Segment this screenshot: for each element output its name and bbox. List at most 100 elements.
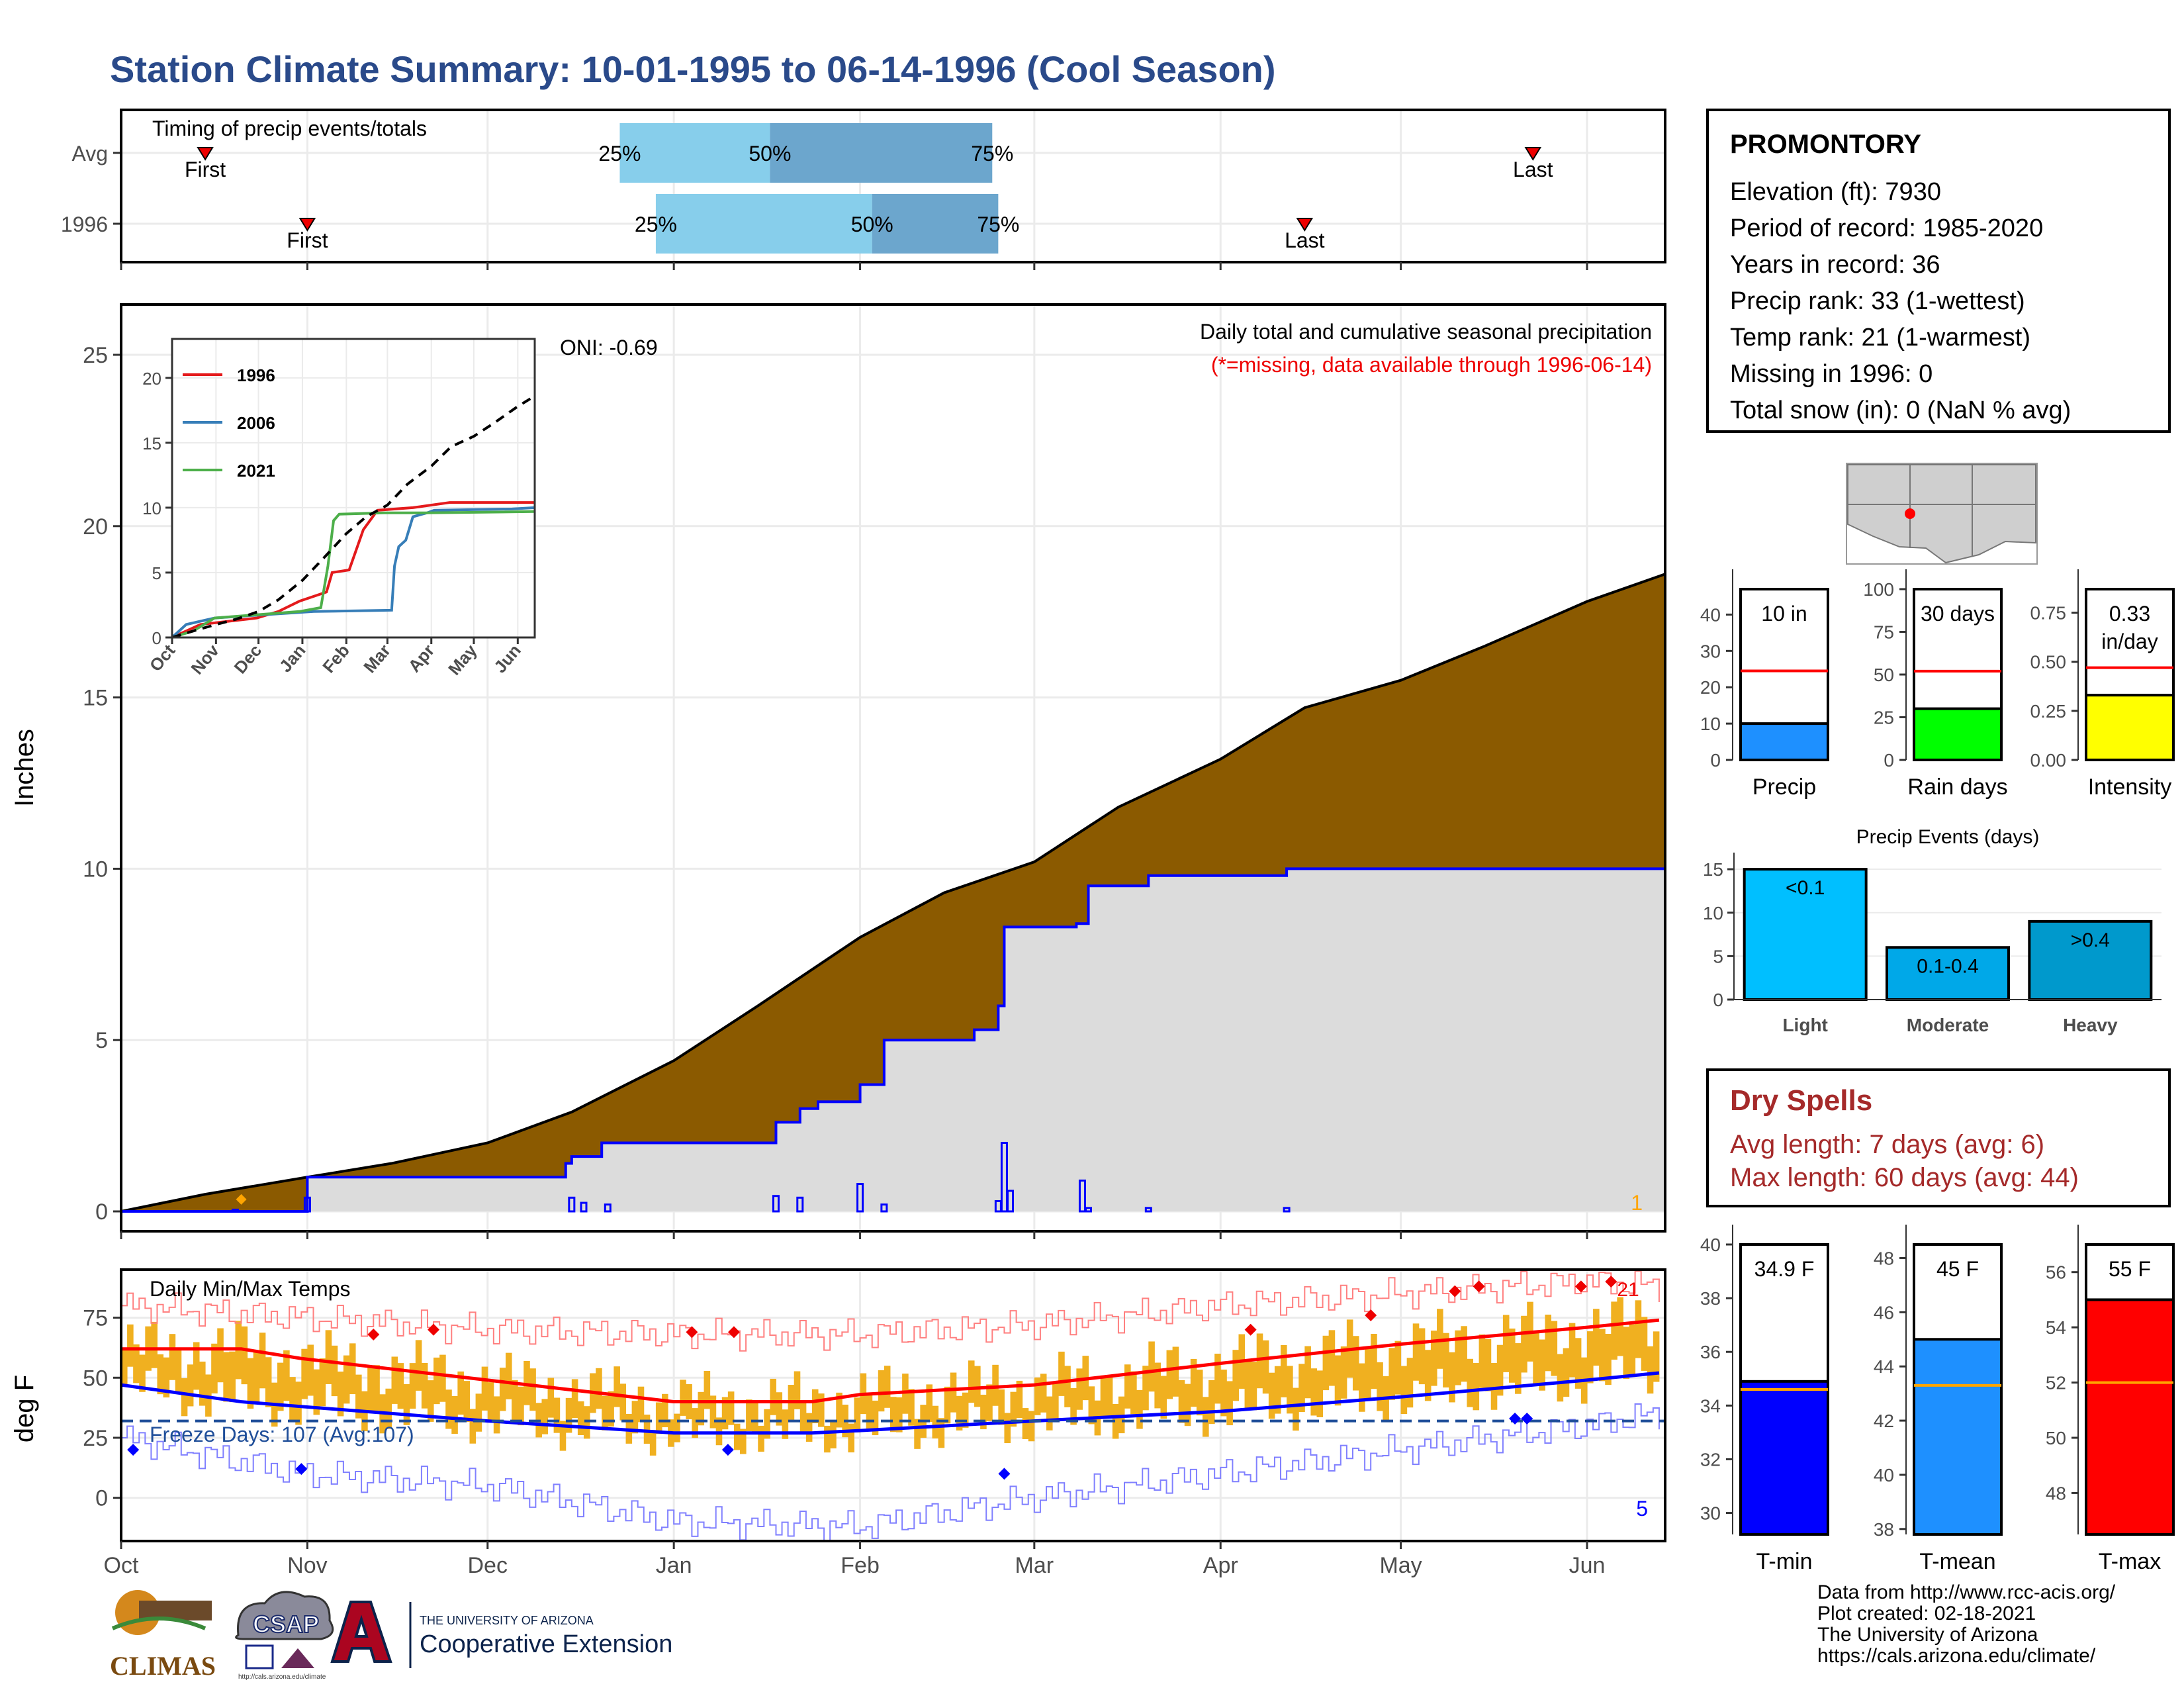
station-snow: Total snow (in): 0 (NaN % avg) xyxy=(1730,397,2071,424)
daily-temp-bar xyxy=(475,1393,482,1432)
daily-temp-bar xyxy=(457,1371,464,1415)
daily-temp-bar xyxy=(1040,1374,1047,1413)
daily-temp-bar xyxy=(1406,1358,1414,1408)
daily-temp-bar xyxy=(265,1357,272,1407)
precip-ytick-label: 0 xyxy=(95,1199,108,1225)
intensity-box-ytick-label: 0.25 xyxy=(2030,701,2067,722)
tmax-box-x-label: T-max xyxy=(2099,1549,2161,1574)
daily-temp-bar xyxy=(1496,1344,1504,1396)
daily-temp-bar xyxy=(1256,1333,1263,1389)
raindays-box-ytick-label: 75 xyxy=(1874,622,1894,643)
daily-temp-bar xyxy=(980,1394,987,1430)
daily-temp-bar xyxy=(1490,1363,1498,1410)
credit-data-source: Data from http://www.rcc-acis.org/ xyxy=(1817,1581,2116,1603)
tmin-box-x-label: T-min xyxy=(1756,1549,1813,1574)
daily-temp-bar xyxy=(451,1395,458,1434)
daily-temp-bar xyxy=(1322,1335,1330,1391)
daily-temp-bar xyxy=(565,1397,572,1433)
daily-temp-bar xyxy=(1593,1309,1600,1366)
daily-temp-bar xyxy=(1112,1403,1119,1439)
daily-temp-bar xyxy=(259,1333,266,1389)
daily-temp-bar xyxy=(1046,1396,1053,1430)
inset-xtick-label: Oct xyxy=(146,640,179,675)
raindays-box-ytick-label: 25 xyxy=(1874,708,1894,728)
daily-precip-bar xyxy=(1007,1190,1015,1213)
daily-temp-bar xyxy=(884,1366,891,1408)
csap-logo: CSAP http://cals.arizona.edu/climate xyxy=(235,1591,334,1681)
daily-temp-bar xyxy=(998,1389,1005,1425)
daily-temp-bar xyxy=(709,1395,717,1429)
inset-ytick-label: 15 xyxy=(142,434,161,453)
daily-temp-bar xyxy=(1334,1355,1342,1406)
tmean-box-bar xyxy=(1913,1338,2003,1536)
daily-temp-bar xyxy=(637,1386,645,1423)
month-label-oct: Oct xyxy=(104,1553,139,1578)
daily-temp-bar xyxy=(559,1421,567,1451)
events-ytick-label: 15 xyxy=(1703,859,1723,880)
daily-temp-bar xyxy=(289,1377,296,1422)
daily-temp-bar xyxy=(385,1388,392,1429)
daily-temp-bar xyxy=(1304,1346,1311,1399)
daily-temp-bar xyxy=(421,1362,428,1409)
dry-spells-box: Dry Spells Avg length: 7 days (avg: 6) M… xyxy=(1706,1068,2171,1207)
timing-bar-25-50-1996 xyxy=(655,194,872,254)
daily-temp-bar xyxy=(151,1321,158,1368)
daily-precip-bar xyxy=(772,1195,780,1213)
record-low-marker-icon xyxy=(998,1468,1011,1480)
daily-temp-bar xyxy=(1371,1333,1377,1389)
daily-temp-bar xyxy=(139,1354,146,1392)
daily-temp-bar xyxy=(157,1354,164,1395)
page-title: Station Climate Summary: 10-01-1995 to 0… xyxy=(110,48,1276,90)
daily-temp-bar xyxy=(415,1340,422,1391)
daily-temp-bar xyxy=(433,1357,440,1405)
tmin-box-ytick-label: 40 xyxy=(1700,1235,1721,1255)
daily-temp-bar xyxy=(397,1363,404,1409)
daily-temp-bar xyxy=(253,1351,260,1403)
daily-temp-bar xyxy=(1136,1389,1143,1429)
daily-temp-bar xyxy=(1551,1321,1558,1376)
intensity-box-x-label: Intensity xyxy=(2088,774,2172,800)
intensity-box-value-label: 0.33 xyxy=(2109,602,2150,626)
daily-temp-bar xyxy=(889,1397,897,1432)
daily-temp-bar xyxy=(1220,1369,1227,1417)
station-precip-rank: Precip rank: 33 (1-wettest) xyxy=(1730,287,2025,315)
timing-first-label: First xyxy=(185,158,226,181)
raindays-box-ytick-label: 50 xyxy=(1874,665,1894,685)
daily-temp-bar xyxy=(799,1401,807,1433)
daily-temp-bar xyxy=(169,1334,176,1380)
daily-temp-bar xyxy=(229,1351,236,1403)
daily-temp-bar xyxy=(1400,1366,1408,1414)
daily-temp-bar xyxy=(680,1380,686,1416)
timing-q75-label: 75% xyxy=(971,142,1013,165)
daily-temp-bar xyxy=(223,1352,230,1402)
station-location-marker-icon xyxy=(1905,508,1915,519)
daily-temp-bar xyxy=(1623,1327,1630,1380)
daily-temp-bar xyxy=(1268,1372,1275,1419)
daily-temp-bar xyxy=(163,1357,170,1398)
daily-temp-bar xyxy=(1328,1330,1336,1386)
record-high-marker-icon xyxy=(367,1328,380,1340)
daily-temp-bar xyxy=(1124,1364,1131,1409)
daily-temp-bar xyxy=(199,1361,206,1406)
daily-temp-bar xyxy=(776,1392,783,1426)
daily-temp-bar xyxy=(1208,1380,1215,1425)
daily-temp-bar xyxy=(854,1397,861,1433)
daily-temp-bar xyxy=(487,1382,494,1423)
inset-frame xyxy=(171,338,536,639)
daily-temp-bar xyxy=(1100,1375,1107,1417)
precip-box-ytick-label: 30 xyxy=(1700,641,1721,661)
intensity-box-ytick-label: 0.75 xyxy=(2030,603,2067,624)
month-label-jan: Jan xyxy=(656,1553,692,1578)
record-high-marker-icon xyxy=(686,1326,698,1338)
daily-temp-bar xyxy=(782,1409,789,1439)
inset-ytick-label: 0 xyxy=(152,628,161,648)
daily-temp-bar xyxy=(1461,1326,1467,1382)
daily-temp-bar xyxy=(1430,1331,1437,1386)
inset-series-avg xyxy=(171,395,536,639)
timing-q25-label: 25% xyxy=(598,142,641,165)
daily-temp-bar xyxy=(1088,1386,1095,1425)
inset-xtick-label: Dec xyxy=(230,641,266,678)
station-missing: Missing in 1996: 0 xyxy=(1730,360,1933,388)
daily-precip-bar xyxy=(604,1203,612,1213)
